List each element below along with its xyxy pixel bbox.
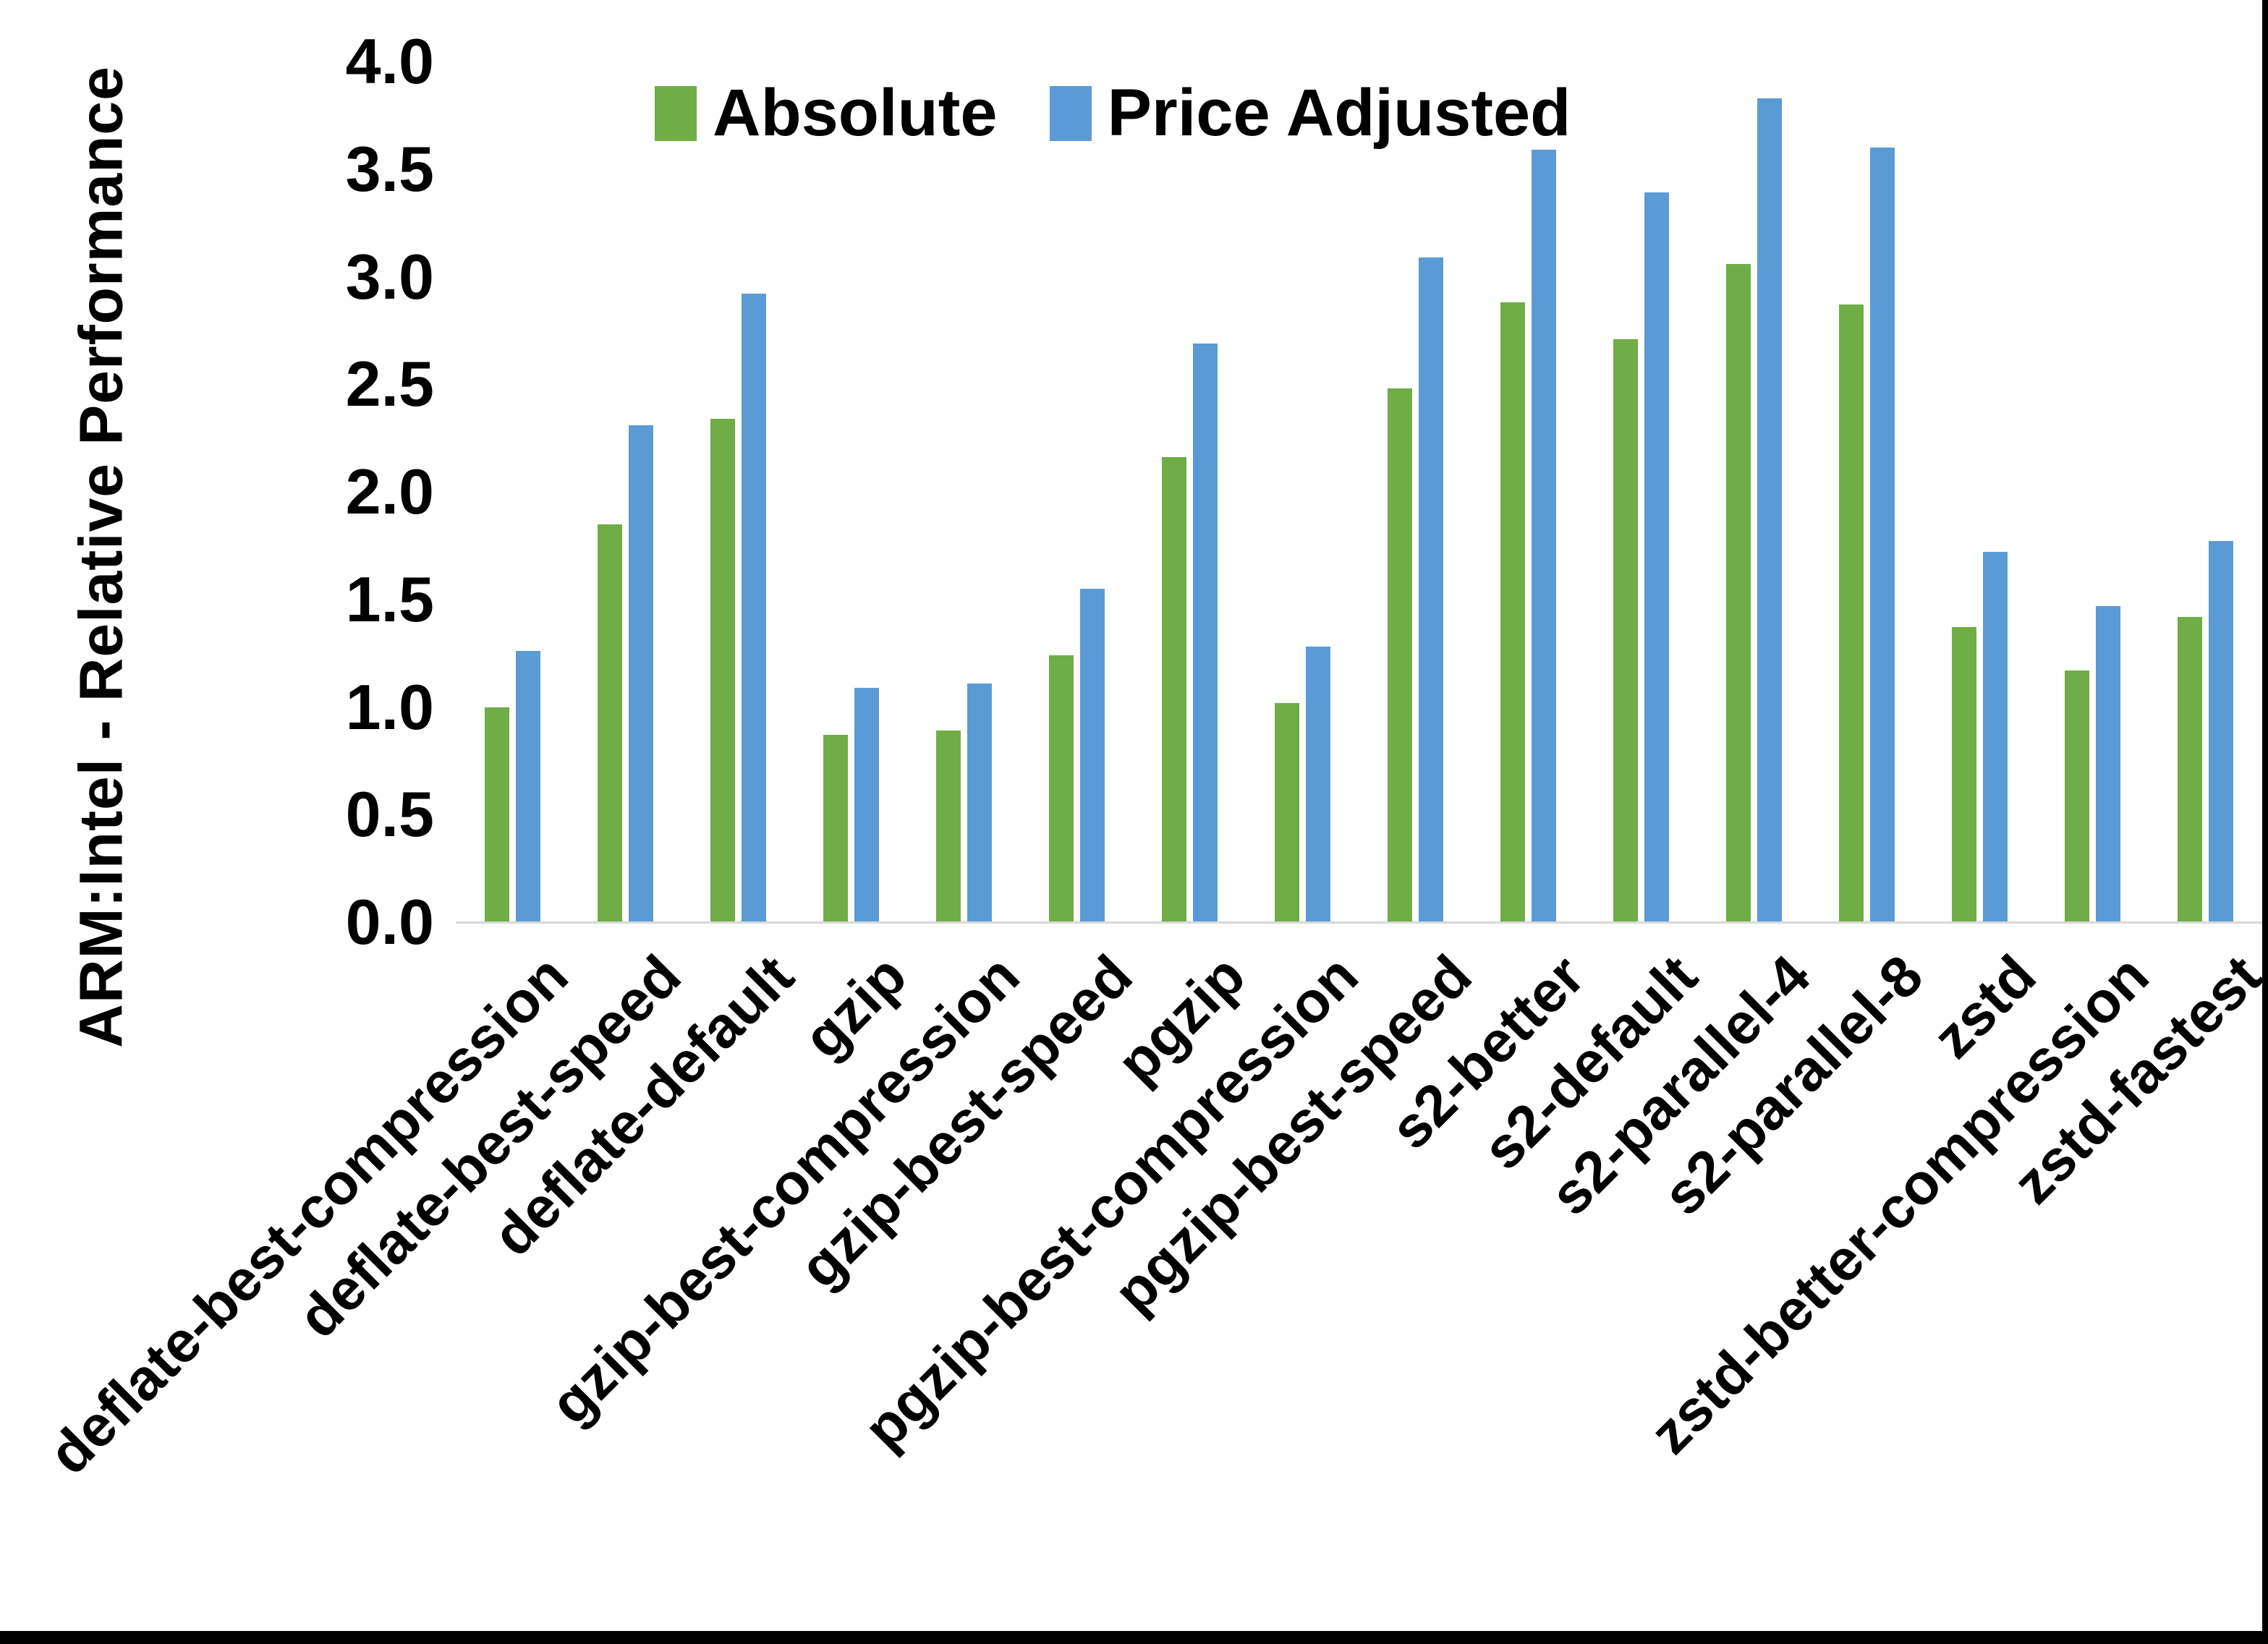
bar-absolute [597,524,622,922]
bar-price-adjusted [741,294,766,922]
bar-price-adjusted [1644,192,1670,922]
bar-absolute [1048,655,1074,922]
bar-price-adjusted [2096,605,2121,922]
bar-absolute [1274,702,1299,922]
bar-absolute [1161,457,1186,922]
bar-price-adjusted [628,425,653,922]
y-tick-label: 0.5 [345,778,434,851]
right-border [2262,0,2268,1644]
bar-absolute [2065,670,2090,922]
bar-absolute [935,731,961,922]
legend-swatch-price-adjusted-icon [1049,85,1092,141]
y-tick-label: 0.0 [345,886,434,958]
y-tick-label: 4.0 [345,25,434,97]
y-tick-label: 1.0 [345,670,434,743]
bar-absolute [1613,338,1639,922]
y-tick-label: 3.0 [345,240,434,312]
bar-absolute [2178,616,2203,922]
bar-price-adjusted [1079,588,1105,922]
bar-price-adjusted [967,683,992,922]
bar-price-adjusted [1983,552,2008,922]
x-axis-line [456,921,2262,924]
bar-price-adjusted [1305,647,1330,922]
bar-price-adjusted [1532,149,1557,922]
legend-item-absolute: Absolute [655,75,998,151]
y-axis-title: ARM:Intel - Relative Performance [67,66,135,1048]
legend-label-price-adjusted: Price Adjusted [1107,76,1571,150]
bar-price-adjusted [2209,541,2234,922]
bar-absolute [1839,304,1864,922]
bar-price-adjusted [515,651,540,922]
bar-absolute [710,418,735,922]
bar-price-adjusted [854,687,879,922]
legend: Absolute Price Adjusted [655,75,1571,151]
bar-absolute [1726,263,1751,922]
y-tick-label: 2.0 [345,456,434,527]
bar-absolute [1388,388,1413,922]
y-tick-label: 2.5 [345,348,434,420]
legend-label-absolute: Absolute [713,76,998,150]
bar-price-adjusted [1757,98,1783,922]
bar-absolute [484,707,509,922]
legend-swatch-absolute-icon [655,85,697,141]
bar-price-adjusted [1192,343,1218,922]
y-tick-label: 3.5 [345,132,434,205]
bottom-border [0,1631,2268,1644]
bar-price-adjusted [1419,257,1444,922]
bar-absolute [1500,302,1526,922]
bar-absolute [823,735,848,922]
y-tick-label: 1.5 [345,563,434,635]
legend-item-price-adjusted: Price Adjusted [1049,75,1571,151]
bar-absolute [1952,627,1977,922]
bar-price-adjusted [1870,148,1895,922]
